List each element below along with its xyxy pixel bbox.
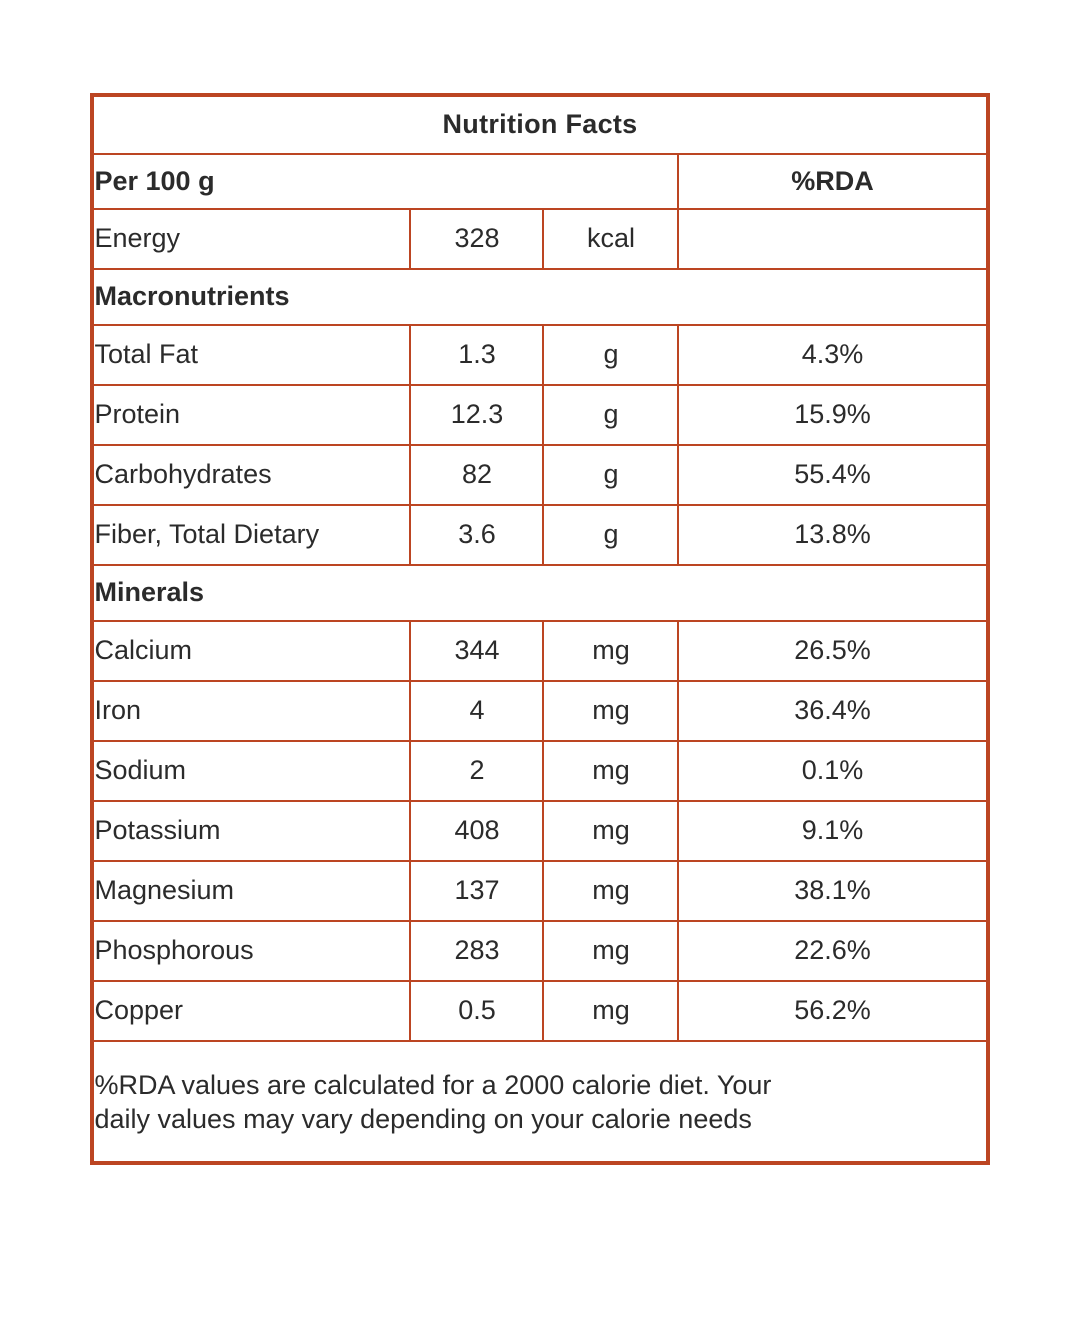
nutrient-unit: mg — [542, 860, 680, 922]
nutrient-row-fiber: Fiber, Total Dietary 3.6 g 13.8% — [91, 504, 989, 566]
nutrient-name: Copper — [91, 980, 412, 1042]
table-title: Nutrition Facts — [91, 94, 989, 155]
nutrient-rda: 38.1% — [677, 860, 989, 922]
nutrient-unit: mg — [542, 800, 680, 862]
nutrient-value: 283 — [409, 920, 545, 982]
nutrient-value: 137 — [409, 860, 545, 922]
nutrient-rda: 22.6% — [677, 920, 989, 982]
nutrient-rda: 9.1% — [677, 800, 989, 862]
nutrient-name: Energy — [91, 208, 412, 270]
nutrient-rda: 56.2% — [677, 980, 989, 1042]
nutrient-unit: mg — [542, 980, 680, 1042]
header-row: Per 100 g %RDA — [91, 153, 989, 210]
nutrient-name: Protein — [91, 384, 412, 446]
nutrient-rda: 15.9% — [677, 384, 989, 446]
nutrient-name: Calcium — [91, 620, 412, 682]
nutrient-name: Magnesium — [91, 860, 412, 922]
nutrient-value: 408 — [409, 800, 545, 862]
nutrient-rda: 36.4% — [677, 680, 989, 742]
nutrient-row-magnesium: Magnesium 137 mg 38.1% — [91, 860, 989, 922]
nutrient-rda — [677, 208, 989, 270]
nutrient-value: 328 — [409, 208, 545, 270]
section-label: Minerals — [91, 564, 989, 622]
nutrient-row-copper: Copper 0.5 mg 56.2% — [91, 980, 989, 1042]
rda-header: %RDA — [677, 153, 989, 210]
nutrient-row-calcium: Calcium 344 mg 26.5% — [91, 620, 989, 682]
section-label: Macronutrients — [91, 268, 989, 326]
section-header-minerals: Minerals — [91, 564, 989, 622]
nutrient-rda: 26.5% — [677, 620, 989, 682]
serving-size-header: Per 100 g — [91, 153, 680, 210]
nutrient-value: 344 — [409, 620, 545, 682]
nutrient-name: Carbohydrates — [91, 444, 412, 506]
nutrient-rda: 4.3% — [677, 324, 989, 386]
footnote-row: %RDA values are calculated for a 2000 ca… — [91, 1040, 989, 1164]
nutrient-row-iron: Iron 4 mg 36.4% — [91, 680, 989, 742]
nutrient-row-protein: Protein 12.3 g 15.9% — [91, 384, 989, 446]
nutrient-row-potassium: Potassium 408 mg 9.1% — [91, 800, 989, 862]
nutrient-rda: 13.8% — [677, 504, 989, 566]
nutrient-rda: 0.1% — [677, 740, 989, 802]
nutrient-value: 0.5 — [409, 980, 545, 1042]
nutrient-name: Sodium — [91, 740, 412, 802]
nutrient-name: Potassium — [91, 800, 412, 862]
nutrient-row-sodium: Sodium 2 mg 0.1% — [91, 740, 989, 802]
section-header-macronutrients: Macronutrients — [91, 268, 989, 326]
nutrient-name: Total Fat — [91, 324, 412, 386]
energy-row: Energy 328 kcal — [91, 208, 989, 270]
nutrient-name: Phosphorous — [91, 920, 412, 982]
nutrient-value: 82 — [409, 444, 545, 506]
footnote-line-1: %RDA values are calculated for a 2000 ca… — [94, 1069, 772, 1100]
nutrient-row-total-fat: Total Fat 1.3 g 4.3% — [91, 324, 989, 386]
footnote-line-2: daily values may vary depending on your … — [94, 1103, 752, 1134]
nutrient-unit: mg — [542, 740, 680, 802]
nutrient-value: 2 — [409, 740, 545, 802]
footnote: %RDA values are calculated for a 2000 ca… — [91, 1040, 989, 1164]
nutrient-unit: kcal — [542, 208, 680, 270]
nutrient-rda: 55.4% — [677, 444, 989, 506]
nutrient-unit: mg — [542, 920, 680, 982]
nutrient-unit: g — [542, 324, 680, 386]
nutrient-unit: g — [542, 444, 680, 506]
nutrient-unit: g — [542, 384, 680, 446]
nutrient-value: 4 — [409, 680, 545, 742]
nutrient-value: 1.3 — [409, 324, 545, 386]
nutrient-unit: g — [542, 504, 680, 566]
nutrient-value: 3.6 — [409, 504, 545, 566]
nutrient-row-carbohydrates: Carbohydrates 82 g 55.4% — [91, 444, 989, 506]
nutrient-row-phosphorous: Phosphorous 283 mg 22.6% — [91, 920, 989, 982]
nutrient-value: 12.3 — [409, 384, 545, 446]
nutrient-name: Iron — [91, 680, 412, 742]
nutrient-name: Fiber, Total Dietary — [91, 504, 412, 566]
nutrient-unit: mg — [542, 680, 680, 742]
nutrient-unit: mg — [542, 620, 680, 682]
nutrition-facts-table: Nutrition Facts Per 100 g %RDA Energy 32… — [90, 93, 990, 1165]
title-row: Nutrition Facts — [91, 94, 989, 155]
